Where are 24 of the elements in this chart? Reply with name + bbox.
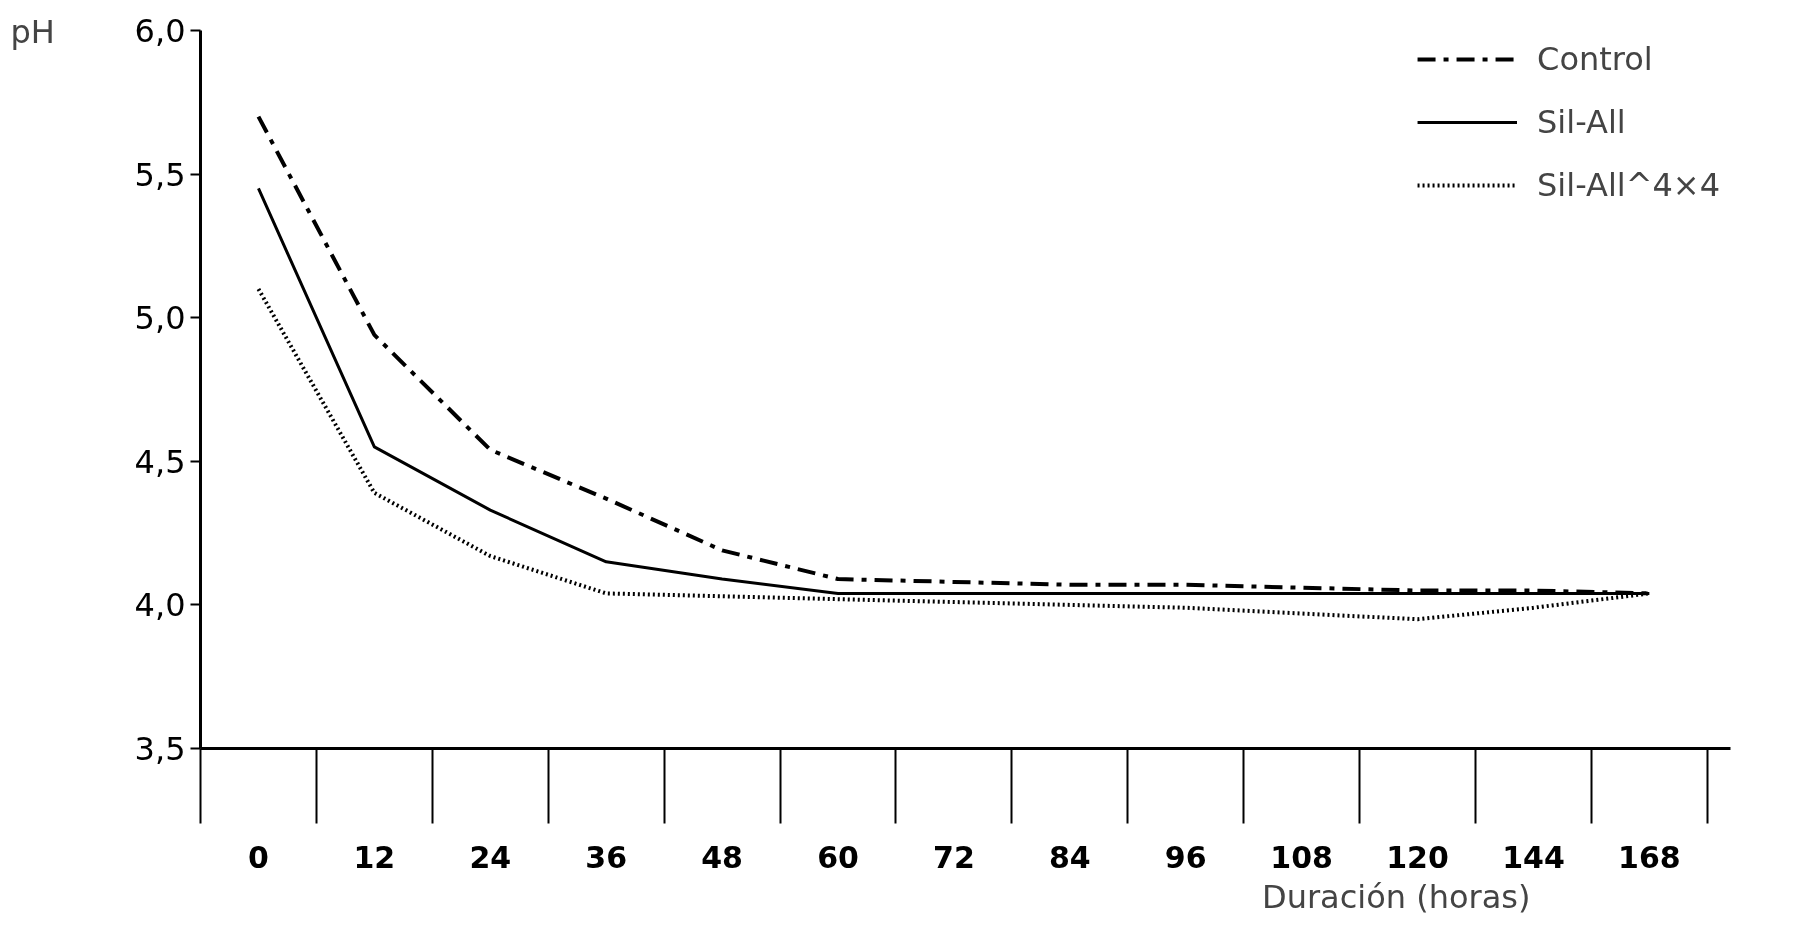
x-tick-label: 60 [817,839,859,875]
x-tick-label: 72 [933,839,975,875]
x-tick-label: 168 [1618,839,1681,875]
x-tick-label: 12 [353,839,396,875]
x-tick-label: 0 [248,839,269,875]
x-tick-label: 96 [1164,839,1207,875]
y-tick-label: 5,0 [134,299,186,338]
legend-label: Sil-All [1537,103,1626,141]
y-tick-label: 4,0 [134,586,186,625]
x-tick-label: 120 [1386,839,1449,875]
x-tick-label: 144 [1502,839,1565,875]
x-axis-title: Duración (horas) [1262,877,1531,916]
legend-label: Control [1537,40,1653,78]
y-tick-label: 3,5 [134,730,186,768]
x-tick-label: 48 [701,839,743,875]
x-tick-label: 108 [1270,839,1333,875]
x-tick-label: 36 [585,839,628,875]
y-tick-label: 6,0 [134,12,186,50]
x-tick-label: 24 [469,839,512,875]
legend-label: Sil-All^4×4 [1537,166,1720,204]
y-axis-title: pH [10,12,55,51]
y-tick-label: 5,5 [134,155,186,194]
x-tick-label: 84 [1048,839,1091,875]
y-tick-label: 4,5 [134,442,186,481]
